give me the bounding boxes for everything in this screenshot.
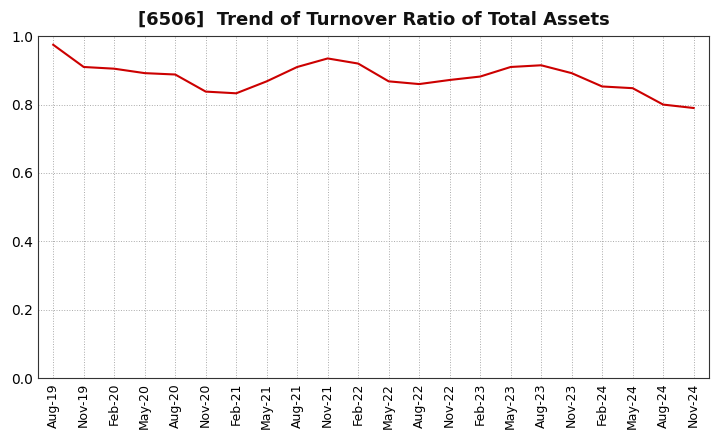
Title: [6506]  Trend of Turnover Ratio of Total Assets: [6506] Trend of Turnover Ratio of Total … <box>138 11 609 29</box>
